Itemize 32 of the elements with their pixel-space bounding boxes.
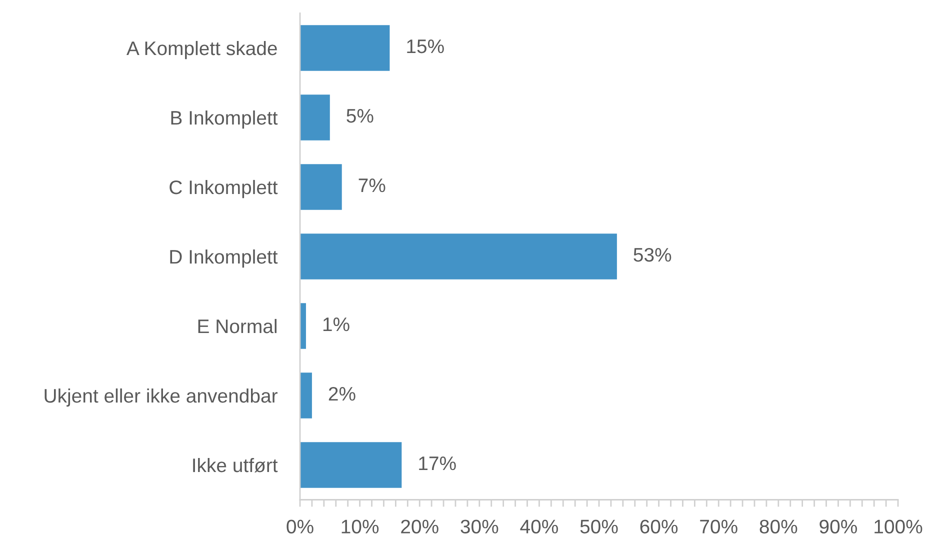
x-tick-label: 60% xyxy=(640,520,678,534)
y-tick-label: A Komplett skade xyxy=(126,40,277,60)
x-tick-label: 50% xyxy=(580,520,618,534)
y-tick-label: D Inkomplett xyxy=(170,249,278,268)
data-label: 17% xyxy=(419,456,456,470)
x-tick-label: 70% xyxy=(700,520,738,534)
bar xyxy=(300,303,306,349)
data-label: 2% xyxy=(328,386,356,401)
bar xyxy=(300,164,342,210)
x-tick-label: 100% xyxy=(874,520,922,534)
y-tick-label: C Inkomplett xyxy=(170,180,278,198)
data-label: 1% xyxy=(323,318,350,332)
data-label: 7% xyxy=(358,178,386,192)
bar xyxy=(300,442,402,488)
data-label: 53% xyxy=(634,248,672,262)
bar xyxy=(300,372,312,418)
x-tick-label: 40% xyxy=(520,520,558,534)
y-tick-label: Ikke utført xyxy=(193,458,278,472)
bar xyxy=(300,25,390,71)
data-label: 15% xyxy=(407,40,444,54)
x-tick-label: 90% xyxy=(820,520,857,534)
bar xyxy=(300,234,617,280)
x-tick-label: 10% xyxy=(342,520,379,534)
data-label: 5% xyxy=(346,109,374,123)
y-tick-label: Ukjent eller ikke anvendbar xyxy=(44,388,278,407)
y-tick-label: E Normal xyxy=(198,318,276,334)
bar xyxy=(300,94,330,140)
x-tick-label: 0% xyxy=(286,520,314,534)
x-tick-label: 30% xyxy=(460,520,498,534)
x-tick-label: 80% xyxy=(760,520,798,534)
x-tick-label: 20% xyxy=(401,520,438,534)
y-tick-label: B Inkomplett xyxy=(171,110,278,129)
